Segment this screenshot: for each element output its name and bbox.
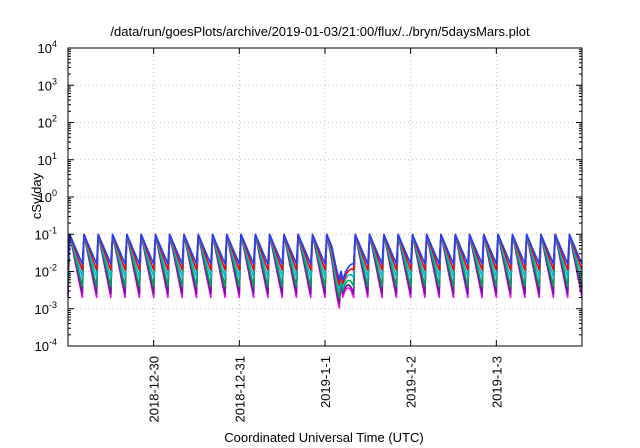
y-tick-label: 104 <box>38 39 57 56</box>
x-tick-label: 2019-1-2 <box>404 356 419 408</box>
series-line <box>67 233 583 281</box>
y-tick-label: 10-3 <box>35 300 57 317</box>
x-tick-label: 2019-1-3 <box>489 356 504 408</box>
y-axis-label: cSv/day <box>29 172 44 219</box>
grid <box>68 47 582 347</box>
y-tick-label: 10-2 <box>35 263 57 280</box>
ticks: 10-4 10-3 10-2 10-1 100 101 102 103 104 2018-12-3… <box>35 39 582 423</box>
series-line <box>67 233 583 309</box>
series-line <box>67 233 583 299</box>
series-line <box>67 233 583 286</box>
y-tick-label: 102 <box>38 114 57 131</box>
plot-frame <box>67 47 583 347</box>
chart-title: /data/run/goesPlots/archive/2019-01-03/2… <box>110 24 530 39</box>
x-tick-label: 2018-12-30 <box>147 356 162 423</box>
y-tick-label: 10-4 <box>35 337 57 354</box>
x-axis-label: Coordinated Universal Time (UTC) <box>224 430 423 445</box>
y-tick-label: 100 <box>38 188 57 205</box>
series-group <box>67 233 583 309</box>
x-tick-label: 2019-1-1 <box>318 356 333 408</box>
y-tick-label: 101 <box>38 151 57 168</box>
series-line <box>67 233 583 305</box>
y-tick-label: 10-1 <box>35 225 57 242</box>
x-tick-label: 2018-12-31 <box>232 356 247 423</box>
series-line <box>67 233 583 292</box>
y-tick-label: 103 <box>38 76 57 93</box>
